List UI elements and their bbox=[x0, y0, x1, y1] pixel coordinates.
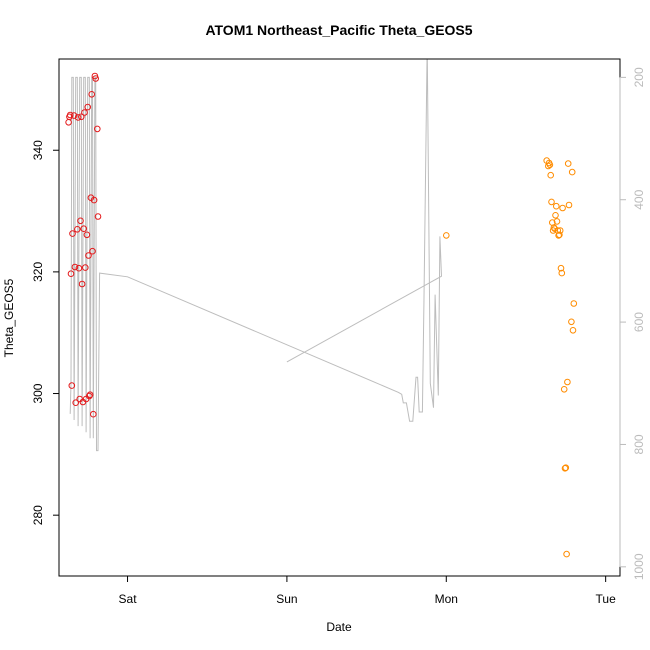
pressure-line bbox=[69, 59, 443, 452]
series-1-point bbox=[90, 410, 97, 418]
data-points-layer bbox=[65, 72, 578, 558]
series-2-point bbox=[547, 171, 555, 179]
series-1-point bbox=[81, 109, 88, 116]
y2-tick-label: 600 bbox=[632, 312, 646, 332]
series-2-point bbox=[553, 218, 561, 225]
series-2-point bbox=[443, 232, 450, 239]
series-2-point bbox=[558, 269, 566, 277]
series-2-point bbox=[565, 201, 573, 209]
series-2-point bbox=[552, 212, 559, 219]
series-2-point bbox=[563, 550, 570, 558]
series-2-point bbox=[569, 327, 577, 334]
series-2-point bbox=[548, 198, 555, 206]
series-1-point bbox=[86, 391, 94, 399]
y2-tick-label: 1000 bbox=[632, 553, 646, 580]
series-1-point bbox=[74, 114, 82, 121]
x-tick-label: Sun bbox=[276, 592, 297, 606]
x-axis-label: Date bbox=[326, 620, 352, 634]
series-2-point bbox=[557, 264, 565, 272]
y2-tick-label: 200 bbox=[632, 67, 646, 87]
series-2-point bbox=[553, 202, 560, 210]
secondary-y-axis: 200 400 600 800 1000 bbox=[619, 67, 646, 580]
series-1-point bbox=[68, 382, 76, 389]
series-2-point bbox=[545, 162, 552, 170]
y-tick-label: 300 bbox=[31, 383, 45, 403]
series-2-point bbox=[561, 465, 569, 472]
series-1-point bbox=[72, 399, 79, 407]
series-2-point bbox=[556, 231, 563, 239]
y-tick-label: 280 bbox=[31, 505, 45, 525]
series-1-point bbox=[70, 112, 78, 119]
x-tick-label: Mon bbox=[435, 592, 458, 606]
series-1-point bbox=[84, 103, 91, 111]
series-1-point bbox=[88, 91, 95, 98]
series-2-point bbox=[568, 168, 576, 176]
pressure-line-layer bbox=[69, 59, 443, 452]
series-1-point bbox=[92, 75, 99, 82]
series-1-point bbox=[80, 225, 87, 232]
series-1-point bbox=[69, 230, 76, 237]
series-1-point bbox=[90, 196, 98, 204]
plot-frame bbox=[58, 58, 621, 577]
series-1-point bbox=[94, 125, 101, 133]
series-1-point bbox=[85, 252, 92, 259]
series-2-point bbox=[564, 378, 571, 386]
series-1-point bbox=[86, 392, 93, 400]
chart-title: ATOM1 Northeast_Pacific Theta_GEOS5 bbox=[205, 22, 472, 38]
series-1-point bbox=[71, 263, 79, 271]
series-1-point bbox=[67, 270, 75, 278]
series-2-point bbox=[568, 318, 575, 326]
y-axis: 280 300 320 340 bbox=[31, 140, 60, 525]
series-1-point bbox=[78, 280, 86, 288]
series-2-point bbox=[570, 300, 578, 307]
series-2-point bbox=[559, 204, 566, 212]
series-1-point bbox=[89, 247, 96, 255]
y-axis-label: Theta_GEOS5 bbox=[2, 278, 16, 357]
series-1-point bbox=[94, 213, 102, 220]
x-tick-label: Sat bbox=[119, 592, 138, 606]
series-2-point bbox=[549, 227, 557, 234]
y-tick-label: 340 bbox=[31, 140, 45, 160]
series-1-point bbox=[75, 264, 83, 272]
series-1-point bbox=[78, 113, 85, 121]
series-1-point bbox=[77, 217, 84, 225]
series-2-point bbox=[560, 386, 568, 393]
series-2-point bbox=[564, 160, 572, 167]
series-1-point bbox=[83, 231, 91, 239]
series-2-point bbox=[554, 227, 562, 234]
x-tick-label: Tue bbox=[596, 592, 617, 606]
y2-tick-label: 800 bbox=[632, 434, 646, 454]
series-1-point bbox=[65, 119, 72, 126]
series-2-point bbox=[546, 161, 554, 169]
series-1-point bbox=[66, 111, 74, 119]
x-axis: Sat Sun Mon Tue bbox=[119, 575, 617, 606]
series-1-point bbox=[82, 264, 89, 271]
series-1-point bbox=[74, 226, 81, 233]
y-tick-label: 320 bbox=[31, 262, 45, 282]
series-2-point bbox=[556, 227, 564, 234]
series-2-point bbox=[562, 464, 570, 472]
y2-tick-label: 400 bbox=[632, 189, 646, 209]
